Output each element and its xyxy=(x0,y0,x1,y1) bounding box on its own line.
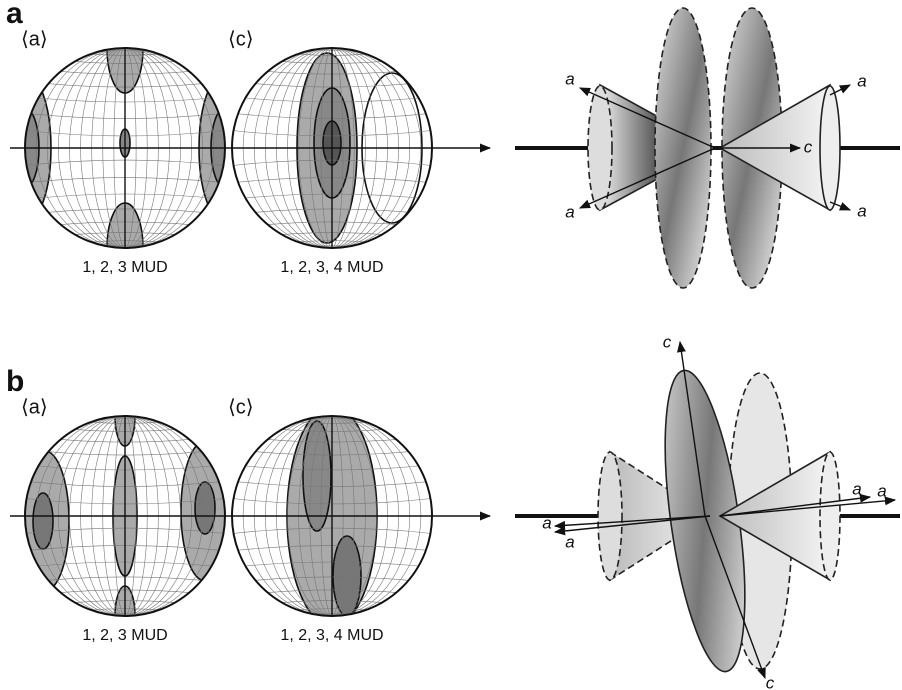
axis-label: a xyxy=(857,71,866,90)
figure: a⟨a⟩1, 2, 3 MUD⟨c⟩1, 2, 3, 4 MUDb⟨a⟩1, 2… xyxy=(0,0,902,690)
axis-label: c xyxy=(766,673,775,690)
axis-label: a xyxy=(877,481,886,500)
axis-label: a xyxy=(565,532,574,551)
cone-base xyxy=(820,452,840,580)
figure-title: ⟨c⟩ xyxy=(228,28,254,50)
axis-label: a xyxy=(852,479,861,498)
cone-base xyxy=(820,86,840,210)
figure-caption: 1, 2, 3 MUD xyxy=(82,259,167,276)
contour-region xyxy=(303,421,331,531)
axis-label: c xyxy=(804,137,813,156)
figure-caption: 1, 2, 3 MUD xyxy=(82,627,167,644)
cone-base xyxy=(598,452,622,580)
panel-label: a xyxy=(6,0,23,30)
figure-title: ⟨c⟩ xyxy=(228,396,254,418)
axis-label: a xyxy=(857,201,866,220)
axis-label: a xyxy=(565,69,574,88)
panel-label: b xyxy=(6,365,24,398)
figure-caption: 1, 2, 3, 4 MUD xyxy=(280,627,383,644)
axis-label: a xyxy=(565,202,574,221)
cone-base xyxy=(588,86,612,210)
disc xyxy=(655,8,711,288)
figure-title: ⟨a⟩ xyxy=(21,28,48,50)
figure-title: ⟨a⟩ xyxy=(21,396,48,418)
axis-label: c xyxy=(663,332,672,351)
contour-region xyxy=(195,482,215,534)
figure-caption: 1, 2, 3, 4 MUD xyxy=(280,259,383,276)
axis-label: a xyxy=(542,513,551,532)
